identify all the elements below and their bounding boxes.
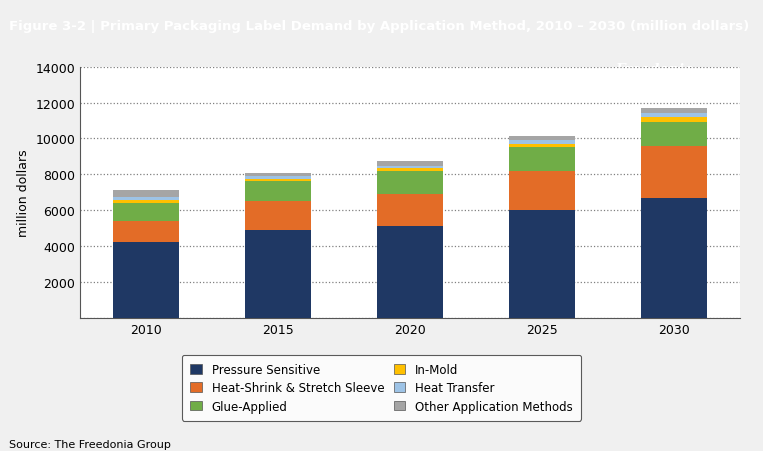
Bar — [509, 148, 575, 171]
Bar — [245, 177, 311, 179]
Bar — [641, 198, 707, 318]
Bar — [245, 182, 311, 202]
Bar — [245, 174, 311, 177]
Bar — [377, 167, 443, 169]
Bar — [641, 109, 707, 114]
Bar — [377, 194, 443, 227]
Bar — [509, 211, 575, 318]
Bar — [113, 191, 179, 197]
Bar — [377, 227, 443, 318]
Bar — [113, 197, 179, 201]
Bar — [641, 118, 707, 123]
Bar — [113, 221, 179, 243]
Bar — [509, 141, 575, 144]
Bar — [377, 169, 443, 171]
Bar — [641, 123, 707, 146]
Bar — [377, 161, 443, 167]
Bar — [641, 114, 707, 118]
Text: Freedonia: Freedonia — [615, 63, 694, 77]
Bar — [113, 243, 179, 318]
Text: Source: The Freedonia Group: Source: The Freedonia Group — [9, 439, 171, 449]
Bar — [245, 230, 311, 318]
Bar — [509, 171, 575, 211]
Text: Figure 3-2 | Primary Packaging Label Demand by Application Method, 2010 – 2030 (: Figure 3-2 | Primary Packaging Label Dem… — [9, 19, 749, 32]
Bar — [113, 203, 179, 221]
Bar — [113, 201, 179, 203]
Y-axis label: million dollars: million dollars — [17, 149, 30, 236]
Bar — [245, 202, 311, 230]
Bar — [377, 171, 443, 194]
Bar — [509, 144, 575, 148]
Bar — [509, 137, 575, 141]
Bar — [641, 146, 707, 198]
Bar — [245, 179, 311, 182]
Legend: Pressure Sensitive, Heat-Shrink & Stretch Sleeve, Glue-Applied, In-Mold, Heat Tr: Pressure Sensitive, Heat-Shrink & Stretc… — [182, 355, 581, 421]
